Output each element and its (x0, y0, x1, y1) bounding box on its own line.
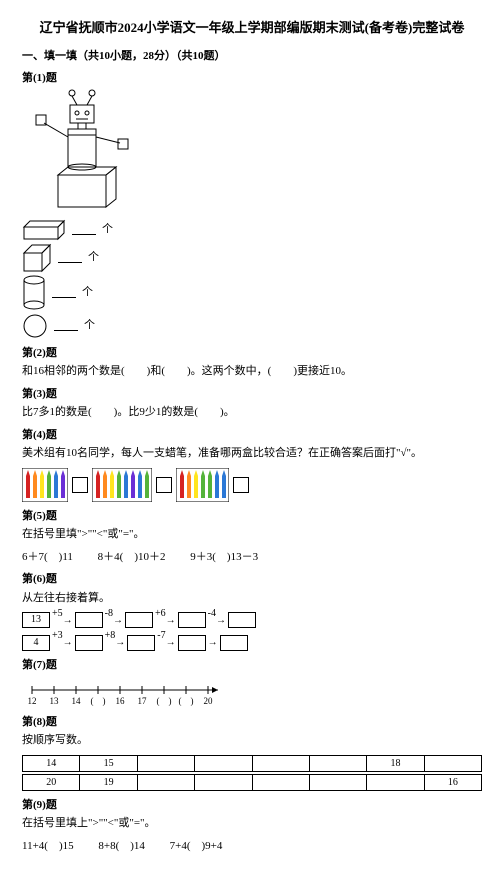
crayon-box-1 (22, 468, 68, 502)
crayon-box-2 (92, 468, 152, 502)
q5-items: 6＋7( )11 8＋4( )10＋2 9＋3( )13－3 (22, 549, 482, 566)
svg-text:( ): ( ) (179, 696, 194, 706)
seq-cell: 14 (23, 755, 80, 771)
cylinder-icon (22, 275, 46, 311)
svg-text:12: 12 (28, 696, 37, 706)
exam-title: 辽宁省抚顺市2024小学语文一年级上学期部编版期末测试(备考卷)完整试卷 (22, 18, 482, 38)
cube-icon (22, 243, 52, 273)
q9-item-1: 11+4( )15 (22, 840, 74, 852)
crayon-box-3 (176, 468, 229, 502)
q4-check-3[interactable] (233, 477, 249, 493)
seq-cell[interactable] (424, 755, 481, 771)
svg-text:17: 17 (138, 696, 148, 706)
seq-cell: 19 (80, 774, 137, 790)
svg-text:16: 16 (116, 696, 126, 706)
q1-cyl-blank[interactable] (52, 287, 76, 298)
q7-label: 第(7)题 (22, 657, 482, 674)
seq-cell: 20 (23, 774, 80, 790)
seq-cell[interactable] (137, 774, 194, 790)
q4-text: 美术组有10名同学，每人一支蜡笔，准备哪两盒比较合适？在正确答案后面打"√"。 (22, 445, 482, 462)
seq-cell[interactable] (252, 774, 309, 790)
q1-cylinder-row: 个 (22, 275, 482, 311)
q4-options (22, 468, 482, 502)
seq-cell[interactable] (195, 774, 252, 790)
q5-text: 在括号里填">""<"或"="。 (22, 526, 482, 543)
seq-cell: 15 (80, 755, 137, 771)
q8-label: 第(8)题 (22, 714, 482, 731)
q1-unit-3: 个 (82, 284, 93, 301)
q6-text: 从左往右接着算。 (22, 590, 482, 607)
q2-text: 和16相邻的两个数是( )和( )。这两个数中，( )更接近10。 (22, 363, 482, 380)
seq-cell: 16 (424, 774, 481, 790)
q1-unit-1: 个 (102, 221, 113, 238)
q4-check-1[interactable] (72, 477, 88, 493)
q1-cuboid-row: 个 (22, 219, 482, 241)
q6-chain-1: 13+5→-8→+6→-4→ (22, 612, 482, 629)
seq-cell[interactable] (309, 774, 366, 790)
q2-label: 第(2)题 (22, 345, 482, 362)
q1-cube-row: 个 (22, 243, 482, 273)
q5-label: 第(5)题 (22, 508, 482, 525)
svg-text:13: 13 (50, 696, 60, 706)
q8-row2: 2019 16 (22, 774, 482, 791)
q1-label: 第(1)题 (22, 70, 482, 87)
q6-label: 第(6)题 (22, 571, 482, 588)
section-1-header: 一、填一填（共10小题，28分）（共10题） (22, 48, 482, 65)
q7-numberline: 12 13 14 ( ) 16 17 ( ) ( ) 20 (22, 678, 482, 708)
q1-unit-2: 个 (88, 249, 99, 266)
q1-sphere-blank[interactable] (54, 320, 78, 331)
q5-item-3: 9＋3( )13－3 (190, 551, 258, 563)
q8-text: 按顺序写数。 (22, 732, 482, 749)
q3-text: 比7多1的数是( )。比9少1的数是( )。 (22, 404, 482, 421)
q9-item-3: 7+4( )9+4 (170, 840, 223, 852)
seq-cell: 18 (367, 755, 424, 771)
q5-item-1: 6＋7( )11 (22, 551, 73, 563)
sphere-icon (22, 313, 48, 339)
q9-label: 第(9)题 (22, 797, 482, 814)
seq-cell[interactable] (367, 774, 424, 790)
q1-cube-blank[interactable] (58, 252, 82, 263)
svg-text:14: 14 (72, 696, 82, 706)
seq-cell[interactable] (309, 755, 366, 771)
q4-check-2[interactable] (156, 477, 172, 493)
q1-cuboid-blank[interactable] (72, 224, 96, 235)
q5-item-2: 8＋4( )10＋2 (98, 551, 166, 563)
q9-item-2: 8+8( )14 (98, 840, 145, 852)
seq-cell[interactable] (137, 755, 194, 771)
robot-figure (22, 87, 142, 217)
svg-text:( ): ( ) (157, 696, 172, 706)
svg-text:20: 20 (204, 696, 214, 706)
q9-text: 在括号里填上">""<"或"="。 (22, 815, 482, 832)
seq-cell[interactable] (252, 755, 309, 771)
q1-unit-4: 个 (84, 317, 95, 334)
q6-chain-2: 4+3→+8→-7→→ (22, 635, 482, 652)
seq-cell[interactable] (195, 755, 252, 771)
q9-items: 11+4( )15 8+8( )14 7+4( )9+4 (22, 838, 482, 855)
q3-label: 第(3)题 (22, 386, 482, 403)
q4-label: 第(4)题 (22, 427, 482, 444)
q1-sphere-row: 个 (22, 313, 482, 339)
cuboid-icon (22, 219, 66, 241)
q8-row1: 1415 18 (22, 755, 482, 772)
q1-figure (22, 87, 482, 217)
svg-text:( ): ( ) (91, 696, 106, 706)
